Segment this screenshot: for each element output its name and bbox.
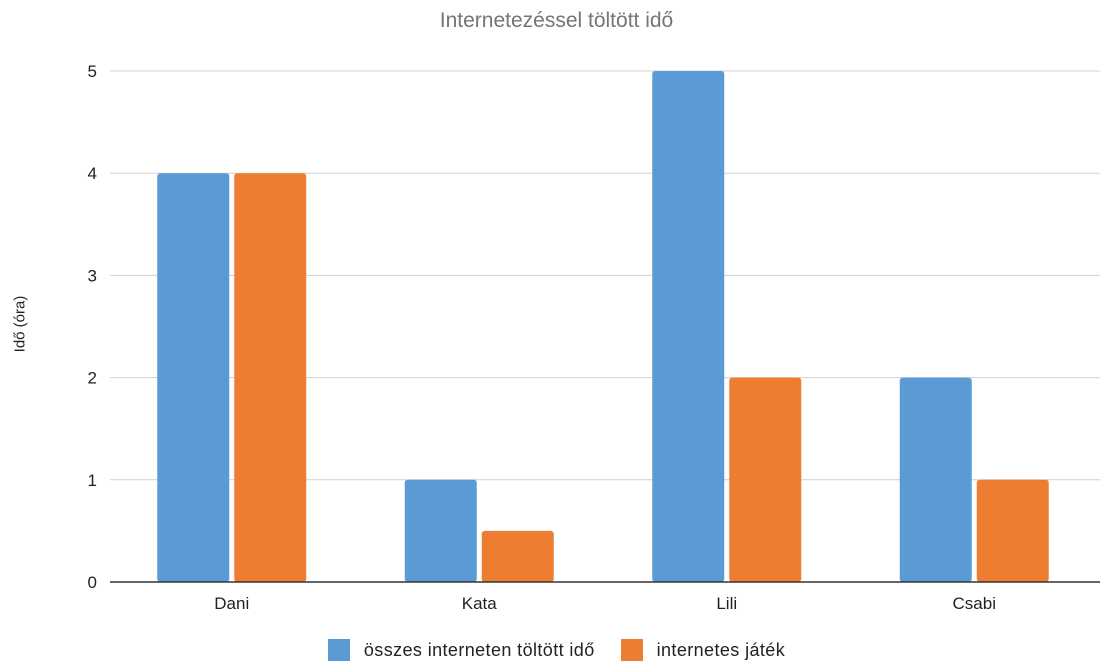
bar [899, 377, 972, 582]
y-tick-label: 4 [88, 164, 97, 183]
legend-swatch-total [327, 639, 350, 661]
x-tick-label: Csabi [953, 594, 996, 613]
bar [481, 530, 554, 582]
y-tick-label: 3 [88, 266, 97, 285]
chart-title: Internetezéssel töltött idő [439, 9, 674, 32]
legend-label-total: összes interneten töltött idő [363, 639, 595, 660]
x-tick-label: Lili [716, 594, 737, 613]
bar [234, 173, 307, 582]
legend: összes interneten töltött idő internetes… [0, 638, 1113, 662]
y-tick-label: 1 [88, 471, 97, 490]
bar [652, 71, 725, 582]
bar [157, 173, 230, 582]
legend-item-gaming: internetes játék [620, 639, 786, 661]
bar [729, 377, 802, 582]
bar [404, 479, 477, 582]
bar [976, 479, 1049, 582]
y-tick-label: 0 [88, 573, 97, 592]
legend-swatch-gaming [620, 639, 643, 661]
y-tick-label: 2 [88, 369, 97, 388]
y-tick-label: 5 [88, 62, 97, 81]
x-tick-label: Kata [462, 594, 498, 613]
legend-label-gaming: internetes játék [656, 639, 786, 660]
x-tick-label: Dani [214, 594, 249, 613]
legend-item-total: összes interneten töltött idő [327, 639, 595, 661]
